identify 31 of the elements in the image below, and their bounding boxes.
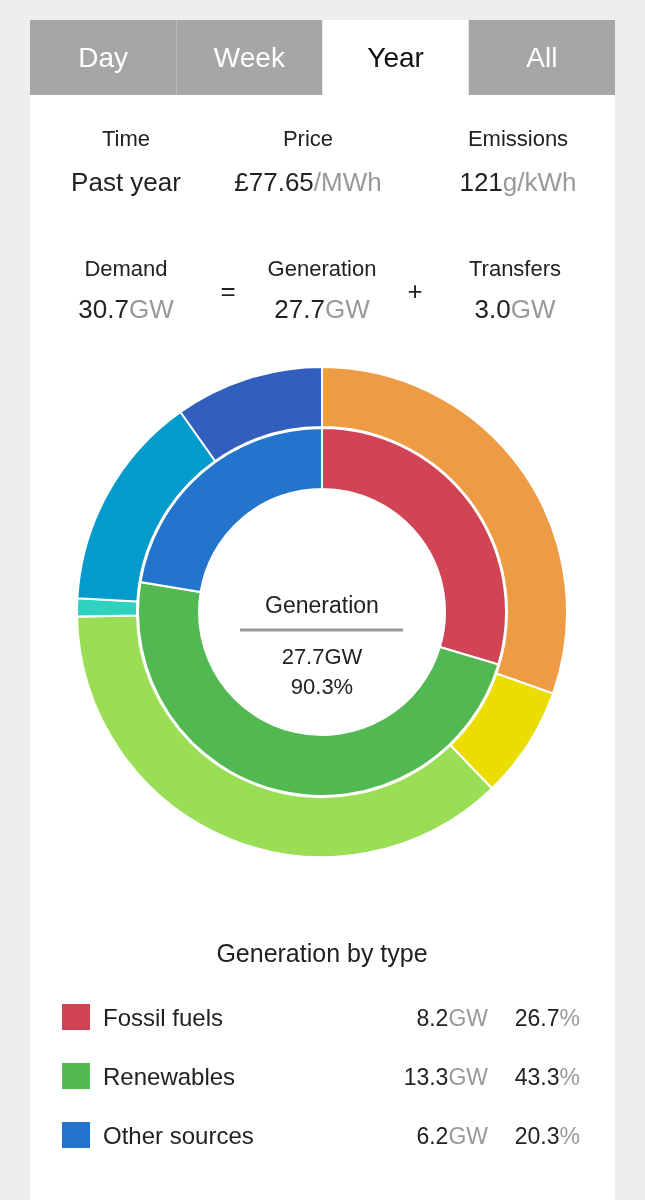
text: 20.3% bbox=[514, 1123, 580, 1149]
text: 90.3% bbox=[290, 674, 354, 699]
text: All bbox=[526, 42, 558, 73]
text: Generation by type bbox=[216, 939, 428, 967]
text: Time bbox=[101, 126, 151, 151]
text: Day bbox=[78, 42, 129, 73]
text: 6.2GW bbox=[416, 1123, 489, 1149]
text: Week bbox=[213, 42, 286, 73]
text: 26.7% bbox=[514, 1005, 580, 1031]
text: Price bbox=[282, 126, 334, 151]
text: 27.7GW bbox=[281, 644, 363, 669]
text: 3.0GW bbox=[474, 294, 556, 324]
legend-label: Fossil fuels bbox=[103, 1004, 224, 1031]
text: 30.7GW bbox=[78, 294, 175, 324]
text: Emissions bbox=[467, 126, 569, 151]
text: 8.2GW bbox=[416, 1005, 489, 1031]
text: 13.3GW bbox=[403, 1064, 489, 1090]
text: = bbox=[220, 276, 236, 306]
text: Transfers bbox=[468, 256, 562, 281]
legend-label: Other sources bbox=[103, 1122, 254, 1149]
text: £77.65/MWh bbox=[234, 167, 382, 197]
text: Generation bbox=[265, 592, 379, 618]
text: Past year bbox=[71, 167, 182, 197]
text: Year bbox=[367, 42, 424, 73]
text: + bbox=[407, 276, 423, 306]
text: Generation bbox=[267, 256, 377, 281]
text: 43.3% bbox=[514, 1064, 580, 1090]
text: Demand bbox=[84, 256, 168, 281]
legend-label: Renewables bbox=[103, 1063, 236, 1090]
text: 27.7GW bbox=[274, 294, 371, 324]
text: 121g/kWh bbox=[459, 167, 577, 197]
